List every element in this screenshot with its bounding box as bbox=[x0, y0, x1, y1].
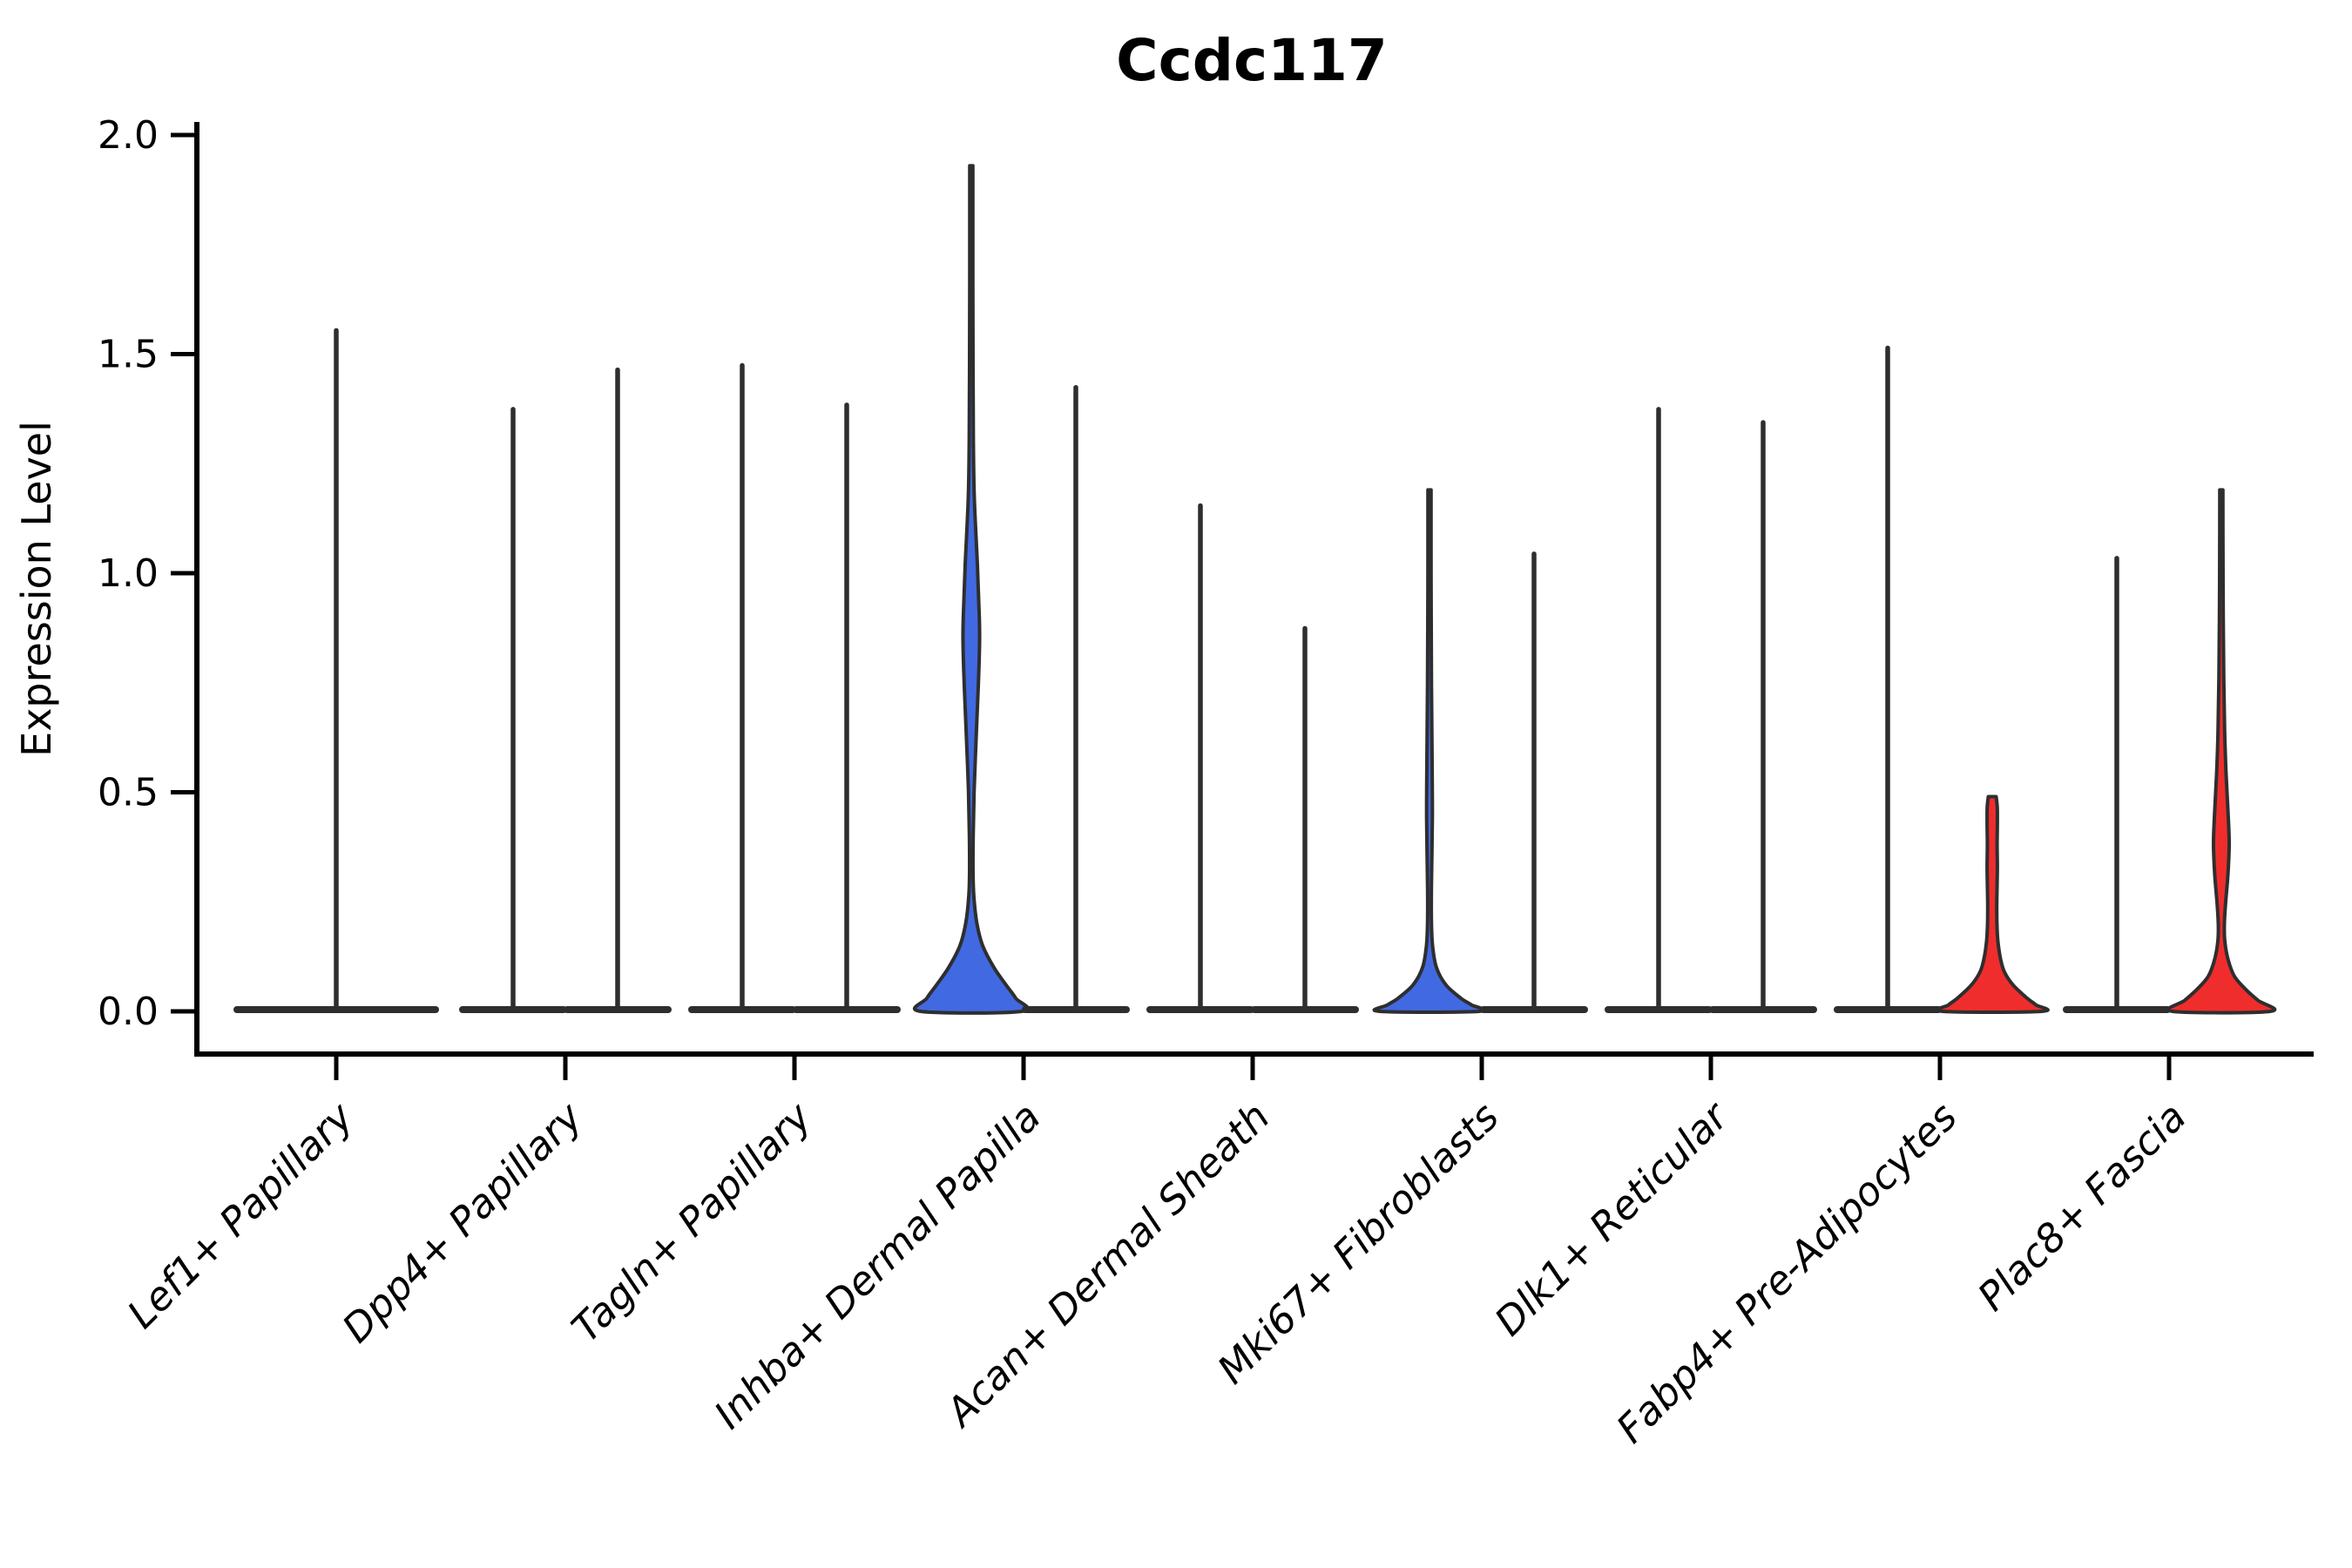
violin-red-14 bbox=[1935, 794, 2050, 1014]
y-tick-label-4: 2.0 bbox=[98, 113, 159, 158]
violin-blue-5 bbox=[912, 164, 1031, 1015]
y-tick-label-1: 0.5 bbox=[98, 771, 159, 815]
y-axis-label: Expression Level bbox=[13, 421, 60, 757]
x-tick-label-8: Plac8+ Fascia bbox=[1969, 1093, 2195, 1320]
violin-red-16 bbox=[2166, 488, 2277, 1015]
x-tick-label-1: Dpp4+ Papillary bbox=[334, 1092, 592, 1351]
x-tick-label-6: Dlk1+ Reticular bbox=[1485, 1092, 1738, 1345]
chart-title: Ccdc117 bbox=[1116, 27, 1388, 94]
y-tick-label-2: 1.0 bbox=[98, 551, 159, 596]
y-tick-label-0: 0.0 bbox=[98, 990, 159, 1034]
x-tick-label-0: Lef1+ Papillary bbox=[118, 1092, 363, 1337]
violin-blue-9 bbox=[1372, 488, 1487, 1014]
x-tick-label-2: Tagln+ Papillary bbox=[563, 1092, 821, 1351]
violins-layer bbox=[233, 164, 2277, 1015]
y-tick-label-3: 1.5 bbox=[98, 333, 159, 377]
